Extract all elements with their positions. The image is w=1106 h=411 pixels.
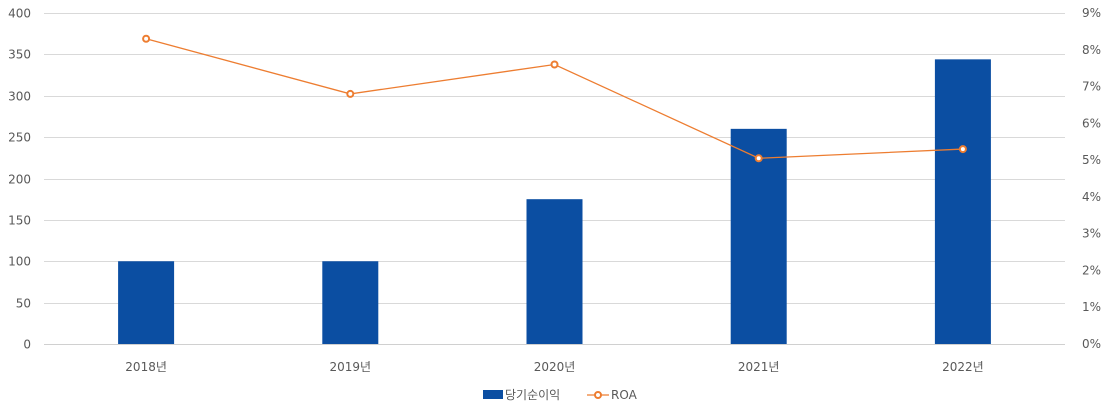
x-tick-label: 2020년 (534, 360, 576, 374)
right-axis-ticks: 0% 1% 2% 3% 4% 5% 6% 7% 8% 9% (1082, 6, 1101, 351)
left-tick-label: 150 (8, 214, 31, 228)
x-tick-label: 2018년 (125, 360, 167, 374)
x-axis-ticks: 2018년 2019년 2020년 2021년 2022년 (125, 360, 983, 374)
legend-label-line: ROA (611, 388, 638, 402)
right-tick-label: 2% (1082, 263, 1101, 277)
right-tick-label: 6% (1082, 116, 1101, 130)
left-tick-label: 50 (16, 297, 31, 311)
bar (118, 261, 175, 344)
left-tick-label: 0 (23, 338, 31, 352)
legend-label-bar: 당기순이익 (505, 388, 560, 402)
left-tick-label: 200 (8, 173, 31, 187)
x-tick-label: 2019년 (330, 360, 372, 374)
left-tick-label: 100 (8, 255, 31, 269)
line-series (142, 34, 967, 163)
roa-point (958, 145, 967, 154)
right-tick-label: 3% (1082, 227, 1101, 241)
right-tick-label: 0% (1082, 337, 1101, 351)
x-tick-label: 2021년 (738, 360, 780, 374)
roa-point (754, 154, 763, 163)
right-tick-label: 5% (1082, 153, 1101, 167)
right-tick-label: 1% (1082, 300, 1101, 314)
legend: 당기순이익 ROA (483, 388, 638, 402)
bar (730, 128, 787, 344)
right-tick-label: 9% (1082, 6, 1101, 20)
legend-swatch-marker (594, 391, 602, 399)
left-tick-label: 300 (8, 90, 31, 104)
left-axis-ticks: 0 50 100 150 200 250 300 350 400 (8, 7, 31, 352)
gridlines (44, 13, 1065, 345)
bar-series (118, 59, 991, 345)
legend-swatch-bar (483, 390, 503, 399)
left-tick-label: 400 (8, 7, 31, 21)
roa-point (142, 34, 151, 43)
right-tick-label: 4% (1082, 190, 1101, 204)
right-tick-label: 7% (1082, 80, 1101, 94)
x-tick-label: 2022년 (942, 360, 984, 374)
left-tick-label: 250 (8, 131, 31, 145)
bar (526, 199, 583, 344)
left-tick-label: 350 (8, 48, 31, 62)
right-tick-label: 8% (1082, 43, 1101, 57)
roa-point (346, 89, 355, 98)
bar (934, 59, 991, 345)
roa-line (145, 38, 963, 159)
roa-point (550, 60, 559, 69)
bar (322, 261, 379, 344)
